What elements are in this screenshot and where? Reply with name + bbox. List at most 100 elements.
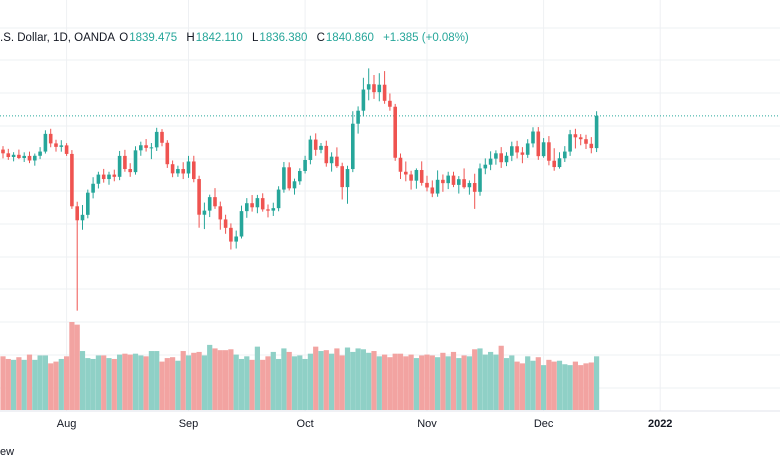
candle-body xyxy=(133,150,138,173)
volume-bar xyxy=(53,361,59,410)
candle-body xyxy=(361,89,366,111)
candle-body xyxy=(239,211,244,237)
volume-bar xyxy=(106,358,112,410)
candle-body xyxy=(86,192,90,215)
volume-bar xyxy=(461,355,467,410)
candle-body xyxy=(303,159,307,172)
candle-body xyxy=(324,145,329,164)
candle-body xyxy=(91,183,95,193)
volume-bar xyxy=(371,351,377,410)
volume-bar xyxy=(270,351,276,410)
volume-bar xyxy=(440,352,446,410)
volume-bar xyxy=(318,351,324,410)
candle-body xyxy=(441,179,445,184)
candle-body xyxy=(197,179,201,215)
symbol-title: .S. Dollar, 1D, OANDA xyxy=(0,32,116,44)
candle-body xyxy=(260,198,265,210)
candle-body xyxy=(154,131,159,148)
candle-body xyxy=(589,143,594,149)
volume-bar xyxy=(212,348,218,410)
volume-bar xyxy=(85,358,91,410)
low-value: 1836.380 xyxy=(259,32,308,44)
volume-bar xyxy=(572,361,578,410)
candle-body xyxy=(451,175,456,185)
candle-body xyxy=(377,84,382,93)
candle-body xyxy=(563,151,567,159)
volume-bar xyxy=(541,365,547,410)
volume-bar xyxy=(42,355,48,410)
candle-body xyxy=(245,203,249,212)
volume-bar xyxy=(254,346,260,410)
volume-bar xyxy=(360,349,366,410)
volume-bar xyxy=(482,354,488,410)
volume-bar xyxy=(355,348,361,410)
volume-bar xyxy=(90,358,96,410)
change-value: +1.385 (+0.08%) xyxy=(383,32,469,44)
volume-bar xyxy=(556,360,563,410)
volume-bar xyxy=(435,357,441,410)
candlesticks xyxy=(1,68,599,311)
candle-body xyxy=(499,153,503,163)
volume-bar xyxy=(95,355,101,410)
candle-body xyxy=(192,161,196,180)
candle-body xyxy=(17,154,21,159)
volume-bar xyxy=(217,350,223,410)
symbol-legend: .S. Dollar, 1D, OANDA O1839.475 H1842.11… xyxy=(0,32,470,44)
candle-body xyxy=(207,197,212,211)
volume-bar xyxy=(111,358,117,410)
candle-body xyxy=(101,174,106,180)
candle-body xyxy=(160,131,164,143)
time-axis-label: 2022 xyxy=(648,418,672,430)
candle-body xyxy=(186,161,191,174)
close-value: 1840.860 xyxy=(325,32,374,44)
candle-body xyxy=(510,146,514,156)
candle-body xyxy=(48,133,53,144)
volume-bar xyxy=(69,322,75,410)
candle-body xyxy=(568,134,572,152)
candle-body xyxy=(255,198,260,208)
volume-bar xyxy=(170,357,176,410)
volume-bar xyxy=(175,360,181,410)
candle-body xyxy=(266,209,270,211)
candle-body xyxy=(64,145,69,154)
candle-body xyxy=(404,171,408,175)
volume-bar xyxy=(509,355,515,410)
candle-body xyxy=(541,142,546,157)
volume-bar xyxy=(323,350,329,410)
volume-bar xyxy=(21,359,27,410)
candle-body xyxy=(202,210,207,215)
candle-body xyxy=(372,84,376,93)
candle-body xyxy=(483,164,488,169)
volume-bar xyxy=(143,356,149,410)
volume-bar xyxy=(445,356,451,410)
candle-body xyxy=(462,179,466,188)
candle-body xyxy=(356,110,360,124)
candle-body xyxy=(409,174,413,181)
high-label: H xyxy=(186,32,195,44)
candle-body xyxy=(573,134,578,138)
candle-body xyxy=(218,206,223,220)
candle-body xyxy=(75,206,79,221)
volume-bar xyxy=(551,361,557,410)
candle-body xyxy=(22,155,26,159)
candle-body xyxy=(276,189,281,209)
volume-bar xyxy=(64,356,70,410)
open-label: O xyxy=(119,32,129,44)
candle-body xyxy=(457,179,461,185)
candle-body xyxy=(472,183,477,192)
candle-body xyxy=(435,179,440,194)
volume-bar xyxy=(101,355,107,410)
volume-bar xyxy=(37,355,43,410)
volume-bar xyxy=(408,354,414,410)
volume-bar xyxy=(122,353,128,410)
volume-bar xyxy=(498,345,504,410)
candle-body xyxy=(536,131,541,157)
candle-body xyxy=(287,167,291,189)
candle-body xyxy=(388,100,392,107)
candle-body xyxy=(552,160,556,168)
candle-body xyxy=(594,115,599,149)
volume-bar xyxy=(546,359,552,410)
candle-body xyxy=(181,169,185,174)
volume-bar xyxy=(519,363,525,410)
